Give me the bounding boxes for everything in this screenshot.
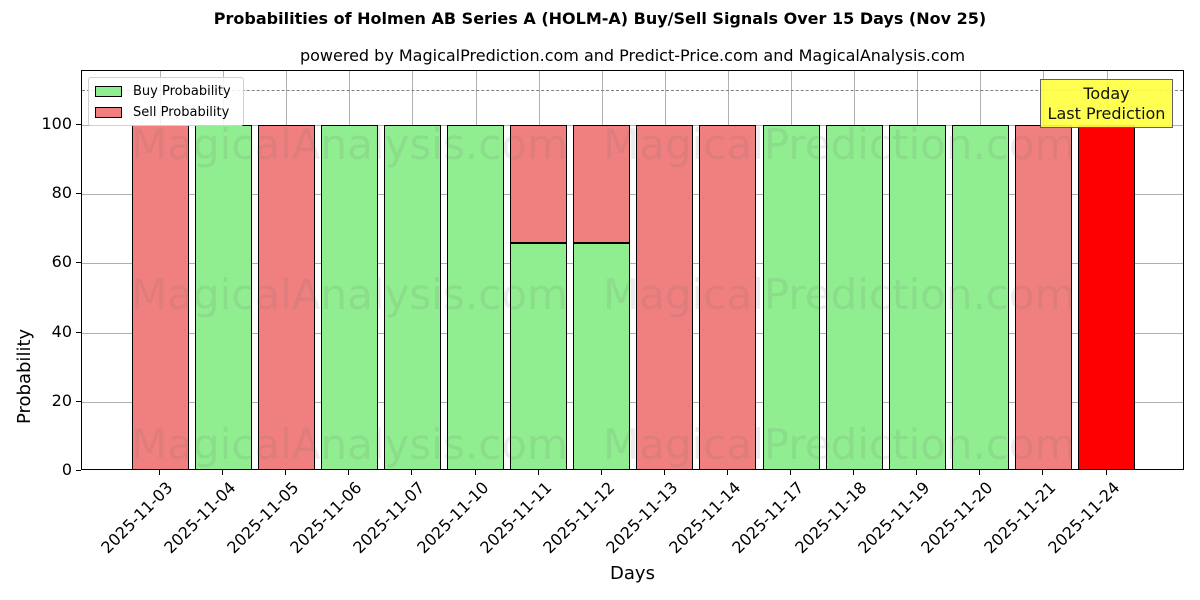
y-tick-label: 20 (51, 390, 72, 410)
x-tick-mark (474, 470, 476, 475)
x-tick-mark (726, 470, 728, 475)
x-tick-mark (916, 470, 918, 475)
x-tick-mark (411, 470, 413, 475)
bar-buy (194, 125, 252, 469)
y-axis-label: Probability (14, 328, 35, 424)
y-axis-label-wrap: Probability (14, 324, 38, 434)
x-tick-mark (790, 470, 791, 475)
bar-sell (131, 125, 189, 469)
x-tick-mark (600, 470, 602, 475)
plot-area: MagicalAnalysis.comMagicalPrediction.com… (81, 70, 1184, 470)
y-tick-label: 80 (51, 183, 72, 203)
chart-subtitle: powered by MagicalPrediction.com and Pre… (299, 46, 966, 65)
bar-sell (510, 125, 568, 243)
buy-swatch-icon (95, 86, 122, 97)
bar-buy (825, 125, 883, 469)
x-tick-mark (285, 470, 287, 475)
x-tick-mark (979, 470, 981, 475)
gridline-horizontal (82, 194, 1183, 196)
x-tick-mark (663, 470, 665, 475)
gridline-horizontal (82, 263, 1183, 265)
y-tick-label: 100 (41, 114, 72, 133)
bar-buy (510, 242, 568, 469)
gridline-horizontal (82, 125, 1183, 126)
gridline-horizontal (82, 332, 1183, 334)
y-tick-label: 0 (61, 460, 72, 479)
legend-item-buy: Buy Probability (95, 84, 231, 99)
bar-buy (762, 125, 820, 469)
y-tick-mark (76, 400, 81, 402)
x-tick-mark (159, 470, 160, 475)
x-tick-mark (348, 470, 350, 475)
bar-sell (1014, 125, 1072, 469)
gridline-horizontal (82, 401, 1183, 403)
bar-sell (636, 125, 694, 469)
legend-label-buy: Buy Probability (133, 84, 231, 99)
y-tick-mark (76, 331, 81, 333)
y-tick-mark (76, 262, 81, 264)
bar-buy (447, 125, 504, 469)
x-tick-mark (1105, 470, 1107, 475)
reference-line (82, 90, 1183, 92)
bar-buy (573, 242, 631, 469)
bar-buy (383, 125, 441, 469)
x-axis-label: Days (610, 563, 655, 584)
bar-sell (699, 125, 757, 469)
y-tick-label: 40 (51, 321, 72, 341)
x-tick-mark (222, 470, 224, 475)
annotation-line-2: Last Prediction (1047, 104, 1166, 123)
annotation-line-1: Today (1083, 84, 1130, 103)
x-tick-mark (537, 470, 539, 475)
legend-item-sell: Sell Probability (95, 105, 229, 120)
x-tick-mark (1042, 470, 1044, 475)
legend: Buy Probability Sell Probability (88, 77, 244, 126)
bar-sell-today (1078, 125, 1135, 469)
bar-sell (257, 125, 315, 469)
bar-buy (888, 125, 946, 469)
bar-sell (573, 125, 631, 243)
sell-swatch-icon (95, 107, 122, 118)
y-tick-mark (76, 470, 81, 471)
bar-buy (951, 125, 1009, 469)
y-tick-mark (76, 193, 81, 195)
chart-title: Probabilities of Holmen AB Series A (HOL… (213, 9, 987, 28)
bar-buy (320, 125, 378, 469)
y-tick-mark (76, 124, 81, 125)
today-annotation: Today Last Prediction (1040, 79, 1173, 128)
y-tick-label: 60 (51, 252, 72, 272)
x-tick-mark (853, 470, 855, 475)
legend-label-sell: Sell Probability (133, 105, 230, 120)
